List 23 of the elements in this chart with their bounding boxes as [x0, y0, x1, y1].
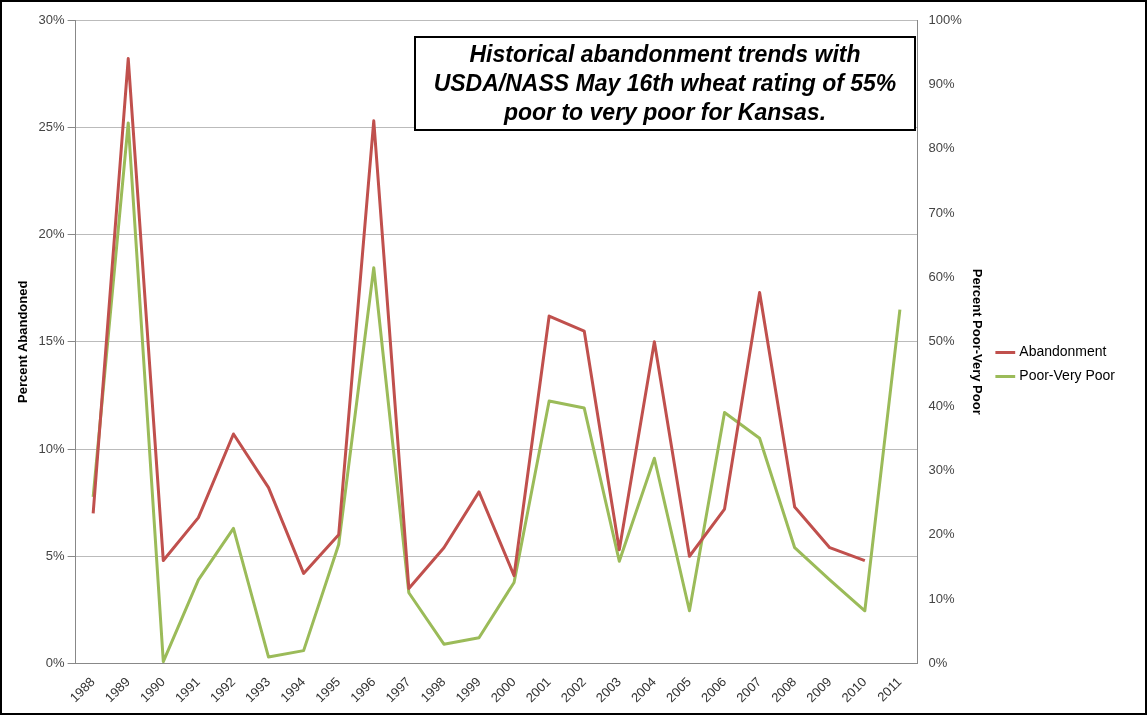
y-tick-label: 5%	[45, 547, 66, 563]
y2-tick-label: 0%	[928, 655, 948, 671]
y2-tick-label: 40%	[928, 397, 955, 413]
y-tick-label: 20%	[38, 226, 66, 242]
y-tick-label: 25%	[38, 118, 66, 134]
y2-tick-label: 50%	[928, 333, 955, 349]
text: Historical abandonment trends with USDA/NASS May 16th wheat rating of 55% poor to very poor for Kansas.	[414, 36, 916, 131]
y2-axis-title: Percent Poor-Very Poor	[969, 268, 985, 415]
y2-tick-label: 10%	[928, 590, 955, 606]
y2-tick-label: 90%	[928, 75, 955, 91]
y-tick-label: 30%	[38, 11, 66, 27]
legend-label: Abandonment	[1019, 343, 1107, 360]
y2-tick-label: 30%	[928, 462, 955, 478]
legend-label: Poor-Very Poor	[1019, 367, 1116, 384]
y-axis-title: Percent Abandoned	[15, 280, 31, 403]
y2-tick-label: 70%	[928, 204, 955, 220]
y2-tick-label: 80%	[928, 140, 955, 156]
y2-tick-label: 20%	[928, 526, 955, 542]
y-tick-label: 15%	[38, 333, 66, 349]
y2-tick-label: 60%	[928, 268, 955, 284]
y2-tick-label: 100%	[928, 11, 963, 27]
y-tick-label: 0%	[45, 655, 66, 671]
y-tick-label: 10%	[38, 440, 66, 456]
